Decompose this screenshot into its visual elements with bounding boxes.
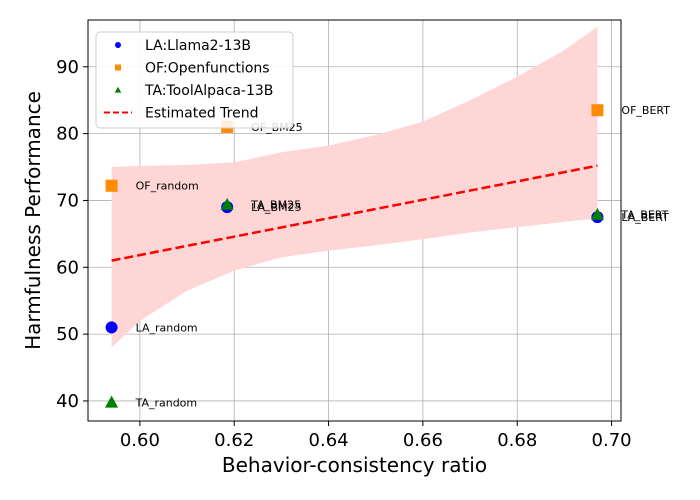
- x-tick-label: 0.66: [403, 430, 443, 451]
- y-axis-title: Harmfulness Performance: [21, 91, 45, 350]
- y-tick-label: 80: [56, 124, 79, 145]
- legend-label: LA:Llama2-13B: [145, 38, 251, 54]
- plot-frame: [87, 19, 622, 422]
- x-tick-label: 0.64: [309, 430, 349, 451]
- data-point: [591, 104, 604, 117]
- point-label: TA_random: [135, 396, 198, 409]
- legend-swatch: [114, 86, 122, 93]
- legend-label: Estimated Trend: [145, 106, 259, 122]
- axis-ticks: 0.60 0.62 0.64 0.66 0.68 0.70 40 50 60 70 80 90: [56, 57, 632, 451]
- x-tick-label: 0.68: [497, 430, 537, 451]
- point-label: OF_random: [136, 180, 199, 193]
- x-tick-label: 0.70: [592, 430, 632, 451]
- trend-line-path: [111, 164, 598, 262]
- data-points: [104, 104, 605, 408]
- point-label: TA_BERT: [620, 208, 668, 221]
- y-tick-label: 70: [56, 190, 79, 211]
- point-label: LA_BM25: [251, 201, 301, 214]
- legend: LA:Llama2-13B OF:Openfunctions TA:ToolAlpa…: [95, 31, 294, 129]
- point-label: OF_BERT: [621, 104, 670, 117]
- legend-swatch: [115, 64, 121, 71]
- y-tick-label: 60: [56, 257, 79, 278]
- confidence-band: [111, 26, 598, 348]
- point-label: LA_random: [136, 321, 198, 334]
- data-point: [104, 395, 119, 408]
- point-label: LA_BERT: [621, 211, 669, 224]
- y-tick-label: 40: [56, 391, 79, 412]
- legend-box: [95, 31, 294, 129]
- confidence-band-area: [111, 26, 598, 348]
- legend-label: OF:Openfunctions: [145, 61, 270, 77]
- y-tick-label: 50: [56, 324, 79, 345]
- point-label: TA_BM25: [250, 198, 301, 211]
- legend-swatch: [115, 42, 121, 48]
- data-point: [105, 179, 118, 192]
- data-point: [590, 207, 605, 220]
- data-point: [105, 321, 118, 334]
- x-tick-label: 0.62: [214, 430, 254, 451]
- y-tick-label: 90: [56, 57, 79, 78]
- data-point: [220, 197, 234, 210]
- legend-label: TA:ToolAlpaca-13B: [144, 83, 273, 99]
- x-tick-label: 0.60: [120, 430, 160, 451]
- trend-line: [111, 164, 598, 262]
- x-axis-title: Behavior-consistency ratio: [222, 453, 487, 477]
